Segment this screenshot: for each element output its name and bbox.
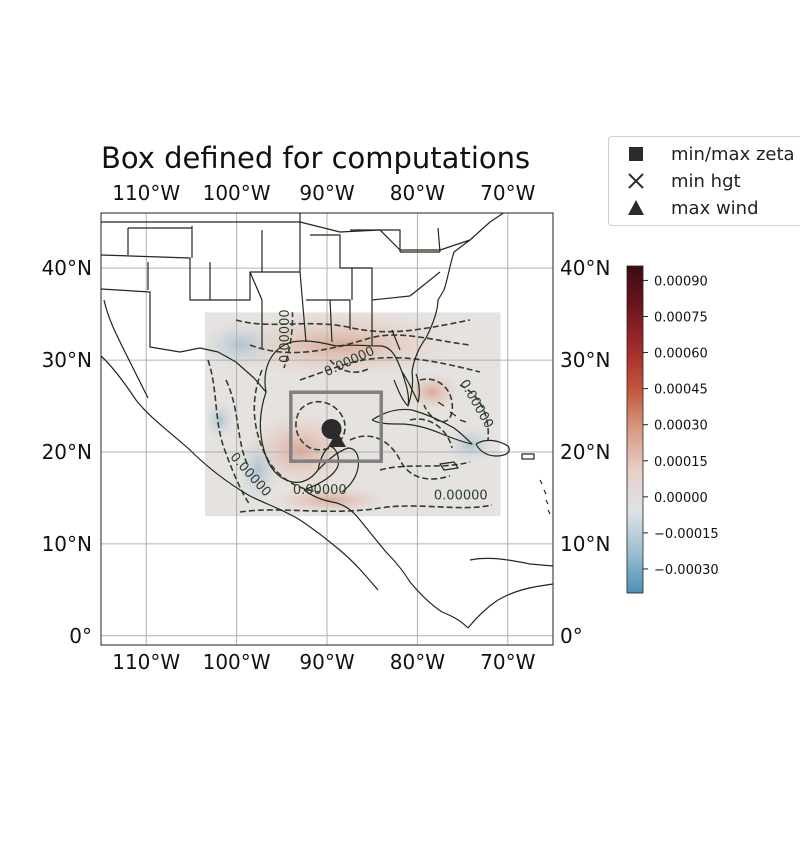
colorbar-tick-label: 0.00090 [654,274,708,289]
lon-tick-label: 70°W [480,650,535,674]
legend-item-min-max-zeta: min/max zeta [609,141,800,167]
lat-tick-label: 0° [69,624,92,648]
legend-label: max wind [671,197,759,219]
cool-anomaly [205,400,235,440]
colorbar-tick-label: 0.00060 [654,347,708,362]
storm-markers [321,419,346,447]
computation-box [289,390,383,463]
triangle-marker-icon [623,195,649,221]
contour-line [283,312,294,369]
contour-line [379,461,471,471]
lat-tick-label: 40°N [560,256,610,280]
lesser-antilles [539,479,551,515]
contour-line [349,435,451,480]
contour-line [249,334,471,354]
contour-line [419,378,454,423]
map-frame [100,212,554,646]
lat-tick-label: 20°N [42,440,92,464]
lat-tick-label: 10°N [560,532,610,556]
cool-anomaly [445,425,495,465]
baja-california [103,299,149,399]
lon-tick-label: 110°W [112,650,180,674]
cool-anomaly [236,435,280,505]
lon-tick-label: 100°W [203,181,271,205]
puerto-rico [521,453,535,460]
square-marker-icon [623,141,649,167]
contour-line [235,319,471,333]
contour-line [329,359,371,373]
colorbar: −0.00030 −0.00015 0.00000 0.00015 0.00030 0.0… [626,265,719,594]
colorbar-tick-label: 0.00000 [654,491,708,506]
contour-line [225,379,249,467]
contour-line [239,504,493,513]
contour-line [299,356,481,381]
colorbar-tick-label: 0.00015 [654,455,708,470]
colorbar-tick-label: −0.00015 [654,527,719,542]
contour-line [253,369,321,493]
contour-line [409,418,453,449]
gridlines [101,213,553,645]
lat-tick-label: 30°N [42,348,92,372]
lat-tick-label: 10°N [42,532,92,556]
lon-tick-label: 80°W [390,650,445,674]
us-gulf-coast [264,213,505,407]
legend-label: min/max zeta [671,143,795,165]
florida [401,371,420,403]
legend-item-max-wind: max wind [609,195,800,221]
contour-label: 0.00000 [434,489,488,504]
lon-tick-label: 110°W [112,181,180,205]
legend: min/max zeta min hgt max wind [608,136,800,226]
lon-tick-label: 90°W [299,650,354,674]
cool-anomaly [204,320,280,370]
colorbar-tick-label: 0.00075 [654,310,708,325]
warm-anomaly [270,486,390,514]
canada-border [101,221,471,251]
bahamas [437,401,467,423]
legend-item-min-hgt: min hgt [609,168,800,194]
colorbar-ticks: −0.00030 −0.00015 0.00000 0.00015 0.00030 0.0… [643,274,719,578]
lon-tick-label: 90°W [299,181,354,205]
contour-label: 0.00000 [278,309,293,363]
colorbar-gradient [626,265,644,594]
lon-tick-label: 80°W [390,181,445,205]
map-title: Box defined for computations [101,141,531,175]
us-mexico-border [101,288,267,393]
max-wind-marker [327,430,346,447]
colorbar-tick-label: 0.00045 [654,383,708,398]
us-state-lines [101,213,441,351]
contour-line [459,384,490,441]
jamaica [439,461,459,471]
lat-tick-label: 30°N [560,348,610,372]
central-america [303,489,469,629]
legend-label: min hgt [671,170,741,192]
x-marker-icon [623,168,649,194]
cuba [371,408,473,445]
yucatan [317,447,360,493]
contour-label: 0.00000 [293,483,347,498]
south-america-coast [467,557,553,629]
coastlines-and-borders [101,213,553,629]
vorticity-field [204,312,501,517]
zero-contours [207,312,493,513]
axis-tick-labels: 110°W 110°W 100°W 100°W 90°W 90°W 80°W 80°W 70°W… [42,181,611,674]
lon-tick-label: 100°W [203,650,271,674]
mexico-pacific-coast [101,355,379,591]
lat-tick-label: 40°N [42,256,92,280]
colorbar-tick-label: 0.00030 [654,419,708,434]
lon-tick-label: 70°W [480,181,535,205]
colorbar-tick-label: −0.00030 [654,563,719,578]
lat-tick-label: 0° [560,624,583,648]
lat-tick-label: 20°N [560,440,610,464]
hispaniola [475,439,510,457]
